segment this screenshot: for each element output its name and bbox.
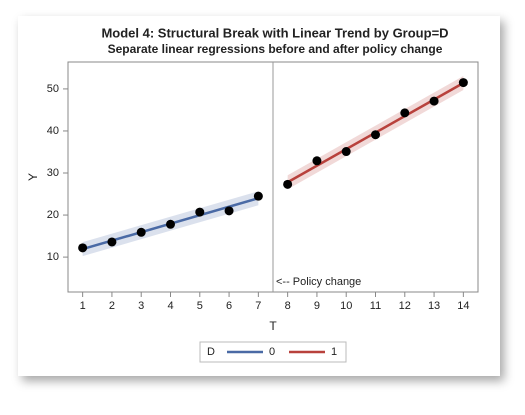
legend-label: 0 <box>269 346 275 358</box>
data-point <box>224 206 234 216</box>
data-point <box>107 237 117 247</box>
legend-title: D <box>207 346 215 358</box>
data-point <box>283 179 293 189</box>
data-point <box>341 147 351 157</box>
x-tick-label: 6 <box>226 300 232 312</box>
x-tick-label: 9 <box>314 300 320 312</box>
x-tick-label: 2 <box>109 300 115 312</box>
x-tick-label: 10 <box>340 300 352 312</box>
x-tick-label: 7 <box>255 300 261 312</box>
x-tick-label: 5 <box>197 300 203 312</box>
data-point <box>371 130 380 140</box>
x-tick-label: 3 <box>138 300 144 312</box>
data-point <box>429 96 439 106</box>
data-point <box>195 207 205 217</box>
x-tick-label: 8 <box>285 300 291 312</box>
data-point <box>253 191 263 201</box>
data-point <box>166 219 175 229</box>
x-tick-label: 14 <box>457 300 469 312</box>
x-tick-label: 12 <box>399 300 411 312</box>
legend-label: 1 <box>331 346 337 358</box>
y-tick-label: 40 <box>47 125 59 137</box>
data-point <box>400 108 410 118</box>
y-tick-label: 10 <box>47 251 59 263</box>
y-tick-label: 20 <box>47 209 59 221</box>
x-tick-label: 4 <box>167 300 173 312</box>
data-point <box>78 243 88 253</box>
x-tick-label: 13 <box>428 300 440 312</box>
reference-label: <-- Policy change <box>276 276 361 288</box>
data-point <box>312 156 322 166</box>
legend-box <box>199 341 347 363</box>
y-tick-label: 30 <box>47 167 59 179</box>
y-tick-label: 50 <box>47 83 59 95</box>
chart-title: Model 4: Structural Break with Linear Tr… <box>101 25 448 40</box>
y-axis-label: Y <box>26 173 40 181</box>
x-tick-label: 1 <box>80 300 86 312</box>
x-axis-label: T <box>269 319 277 333</box>
chart-subtitle: Separate linear regressions before and a… <box>108 42 443 56</box>
data-point <box>136 227 146 237</box>
x-tick-label: 11 <box>370 300 381 312</box>
data-point <box>458 78 468 88</box>
